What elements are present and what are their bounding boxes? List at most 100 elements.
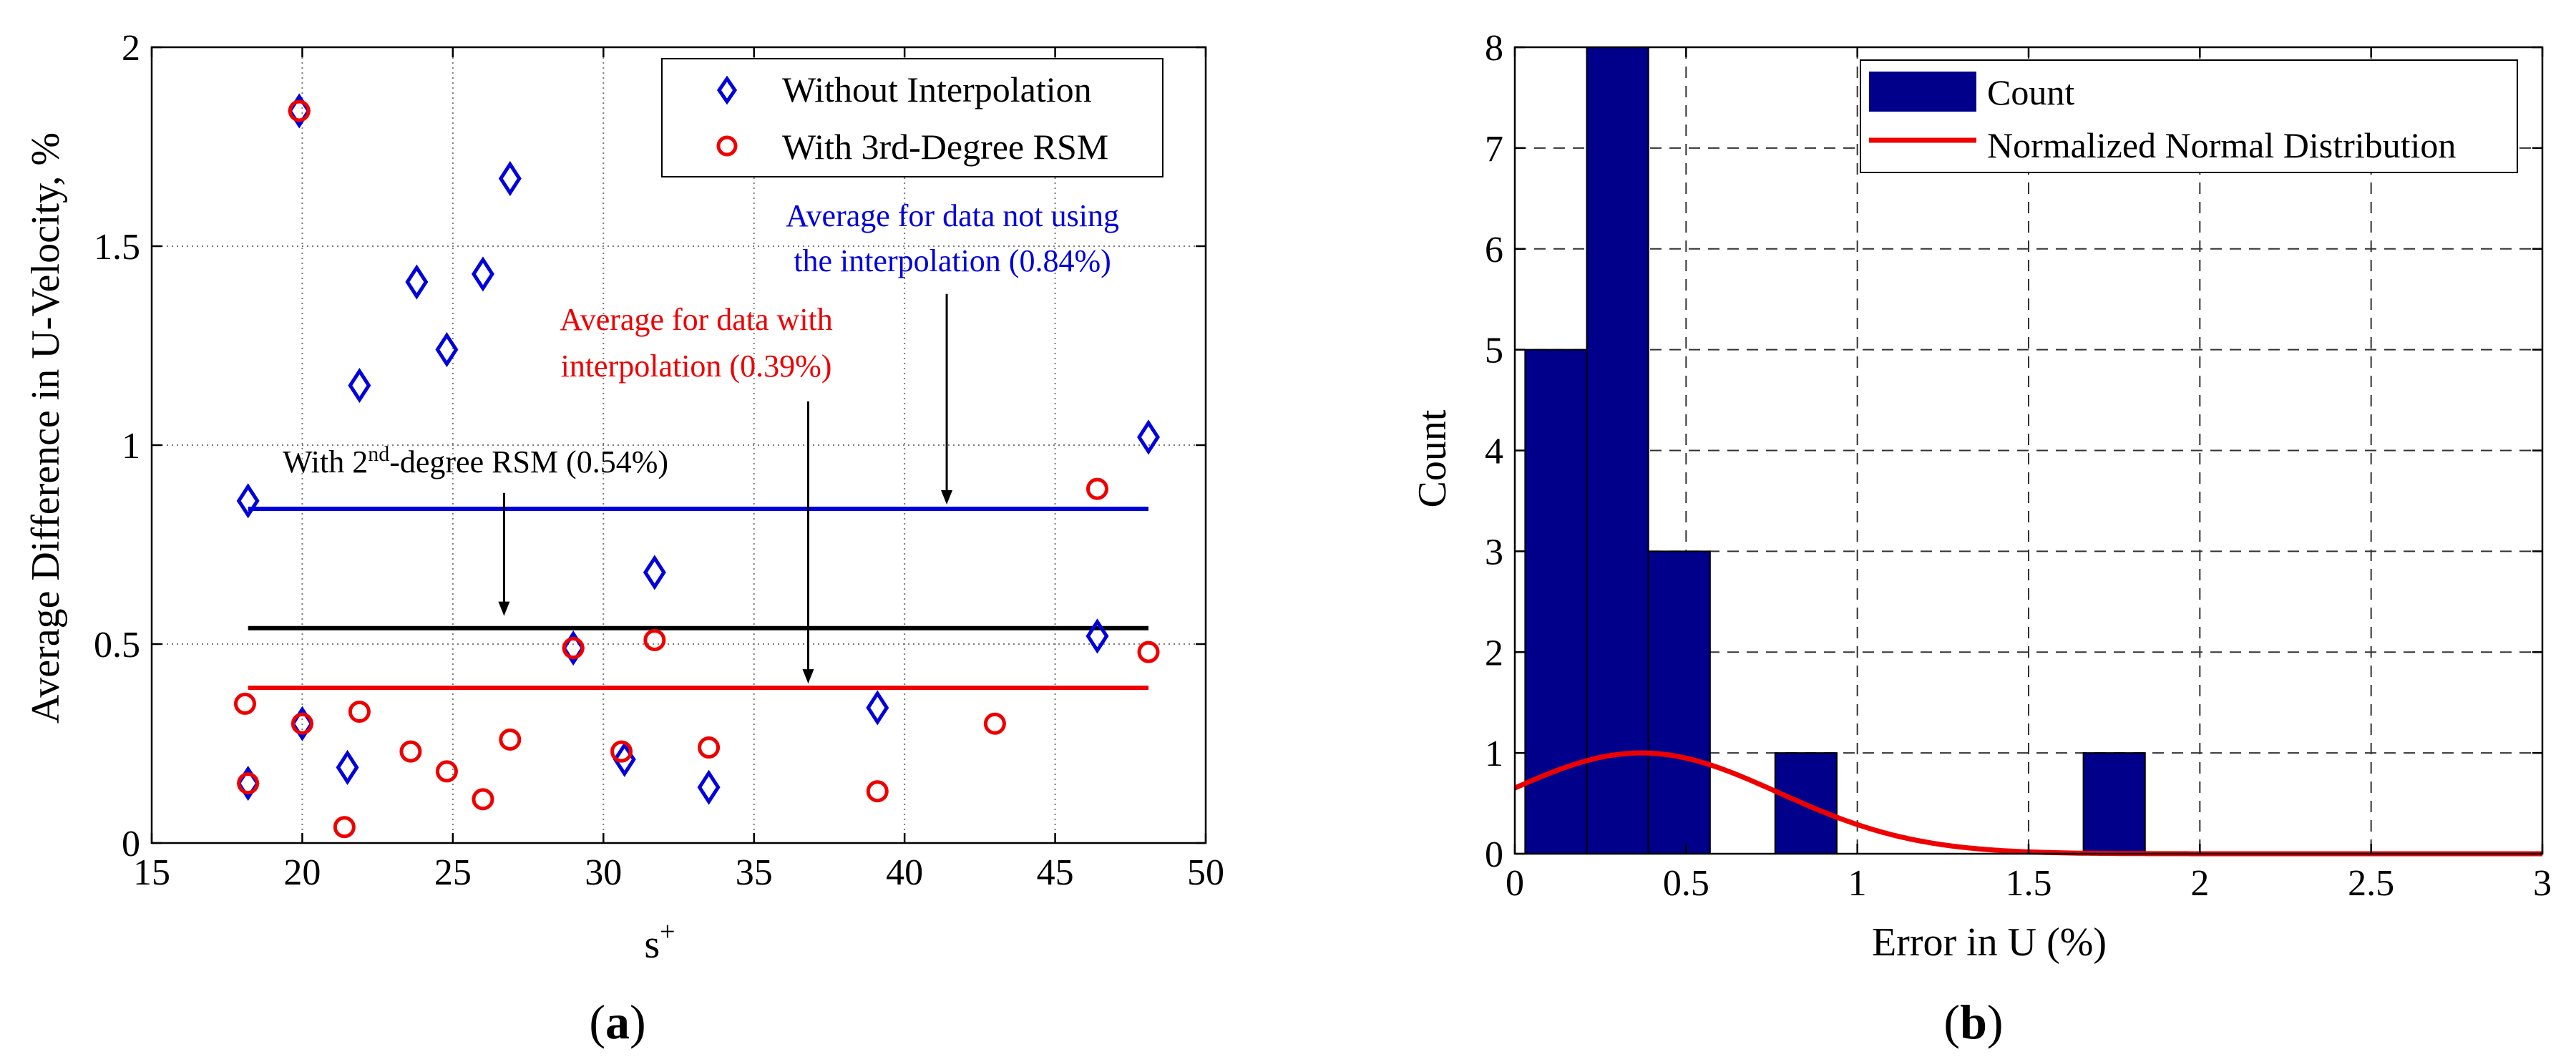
panel-b-x-tick-label: 2.5 (2348, 863, 2394, 904)
legend-label-with-3rd-degree-rsm: With 3rd-Degree RSM (782, 127, 1108, 167)
panel-b-y-tick-label: 3 (1485, 532, 1503, 573)
annotation-black-prefix: With 2 (283, 444, 368, 479)
panel-a-x-tick-label: 35 (736, 852, 773, 893)
circle-point (643, 628, 666, 651)
circle-point (333, 816, 356, 839)
panel-b-y-tick-label: 1 (1485, 734, 1503, 774)
panel-a-x-axis-title: s+ (644, 917, 675, 967)
panel-label-a-open: ( (589, 995, 605, 1049)
histogram-bar (1586, 47, 1649, 854)
panel-a-x-tick-label: 20 (283, 852, 321, 893)
diamond-point (866, 690, 889, 726)
panel-b-y-tick-label: 6 (1485, 230, 1503, 271)
panel-b-y-tick-label: 4 (1485, 432, 1503, 472)
panel-a-reference-lines (248, 506, 1149, 691)
panel-a-x-tick-label: 45 (1037, 852, 1074, 893)
panel-a-y-axis-title: Average Difference in U-Velocity, % (24, 132, 68, 724)
panel-b-y-axis-title: Count (1410, 409, 1455, 507)
blue-arrow (941, 293, 953, 505)
diamond-point (405, 264, 429, 300)
panel-b-y-tick-label: 5 (1485, 331, 1503, 371)
annotation-black-suffix: -degree RSM (0.54%) (389, 444, 668, 479)
panel-a-ticks: 15 20 25 30 35 40 45 50 0 0.5 1 1.5 2 (94, 28, 1224, 893)
diamond-point (498, 160, 522, 197)
black-arrow (498, 492, 510, 616)
panel-label-b: (b) (1943, 995, 2003, 1049)
panel-a-data-points (233, 93, 1161, 839)
diamond-point (336, 749, 359, 785)
circle-point (499, 728, 522, 751)
panel-b-histogram-chart: 0 0.5 1 1.5 2 2.5 3 0 1 2 3 4 5 6 7 8 Count Normalized … (1410, 28, 2552, 1049)
circle-point (472, 788, 494, 811)
circle-point (698, 736, 721, 759)
panel-a-x-tick-label: 15 (133, 852, 170, 893)
panel-a-annotation-arrows (498, 293, 953, 684)
histogram-bar (2082, 752, 2146, 854)
annotation-red-line1: Average for data with (560, 302, 833, 337)
panel-b-x-tick-label: 0 (1506, 863, 1524, 904)
panel-b-ticks: 0 0.5 1 1.5 2 2.5 3 0 1 2 3 4 5 6 7 8 (1485, 28, 2552, 904)
panel-b-y-tick-label: 8 (1485, 28, 1503, 69)
circle-point (237, 772, 260, 795)
panel-b-y-tick-label: 2 (1485, 633, 1503, 673)
panel-label-b-open: ( (1943, 995, 1960, 1049)
circle-point (1085, 477, 1108, 500)
legend-label-without-interpolation: Without Interpolation (782, 69, 1092, 109)
diamond-point (435, 331, 459, 368)
legend-label-normalized-normal-distribution: Normalized Normal Distribution (1987, 125, 2456, 165)
panel-a-y-tick-label: 2 (122, 28, 140, 69)
annotation-blue-line1: Average for data not using (786, 198, 1119, 233)
panel-label-a-close: ) (630, 995, 646, 1049)
panel-a-y-tick-label: 1.5 (94, 227, 140, 268)
panel-a-legend: Without Interpolation With 3rd-Degree RS… (661, 58, 1163, 177)
diamond-point (697, 769, 721, 805)
panel-a-x-tick-label: 30 (585, 852, 622, 893)
panel-b-x-tick-label: 1.5 (2006, 863, 2052, 904)
panel-a-y-tick-label: 1 (122, 426, 140, 467)
circle-point (866, 780, 889, 803)
circle-point (1137, 640, 1160, 663)
circle-point (233, 692, 256, 715)
panel-b-x-tick-label: 2 (2190, 863, 2209, 904)
red-arrow (802, 401, 814, 684)
annotation-black: With 2nd-degree RSM (0.54%) (283, 442, 668, 479)
panel-label-a-letter: a (605, 995, 630, 1049)
annotation-red-line2: interpolation (0.39%) (561, 349, 832, 384)
circle-point (562, 637, 585, 660)
legend-label-count: Count (1987, 72, 2074, 112)
panel-label-b-letter: b (1960, 995, 1987, 1049)
panel-a-legend-box (661, 58, 1163, 177)
legend-count-swatch (1869, 72, 1976, 112)
circle-point (983, 712, 1006, 735)
circle-point (435, 760, 458, 783)
circle-point (348, 701, 371, 724)
panel-a-x-axis-title-main: s (644, 922, 660, 967)
histogram-bar (1647, 550, 1711, 854)
legend-diamond-marker (716, 75, 738, 105)
circle-point (288, 99, 311, 122)
panel-a-x-tick-label: 40 (886, 852, 923, 893)
diamond-point (348, 368, 371, 404)
legend-circle-marker (716, 135, 738, 157)
diamond-point (643, 555, 666, 590)
diamond-point (236, 483, 260, 519)
panel-b-x-tick-label: 1 (1848, 863, 1867, 904)
panel-b-legend: Count Normalized Normal Distribution (1860, 59, 2518, 173)
panel-label-a: (a) (589, 995, 645, 1049)
panel-label-b-close: ) (1987, 995, 2004, 1049)
panel-a-scatter-chart: 15 20 25 30 35 40 45 50 0 0.5 1 1.5 2 Average for da… (24, 28, 1224, 1049)
panel-a-y-tick-label: 0.5 (94, 625, 140, 666)
panel-a-x-axis-title-sup: + (660, 917, 675, 947)
panel-b-y-tick-label: 0 (1485, 834, 1503, 875)
circle-point (610, 740, 633, 763)
circle-point (399, 740, 422, 763)
panel-a-y-tick-label: 0 (122, 824, 140, 864)
panel-a-x-tick-label: 25 (434, 852, 472, 893)
panel-a-x-tick-label: 50 (1187, 852, 1224, 893)
diamond-point (1137, 419, 1161, 455)
panel-b-x-tick-label: 0.5 (1663, 863, 1709, 904)
panel-a-grid (152, 47, 1206, 843)
annotation-black-sup: nd (368, 442, 389, 466)
diamond-point (471, 256, 494, 292)
